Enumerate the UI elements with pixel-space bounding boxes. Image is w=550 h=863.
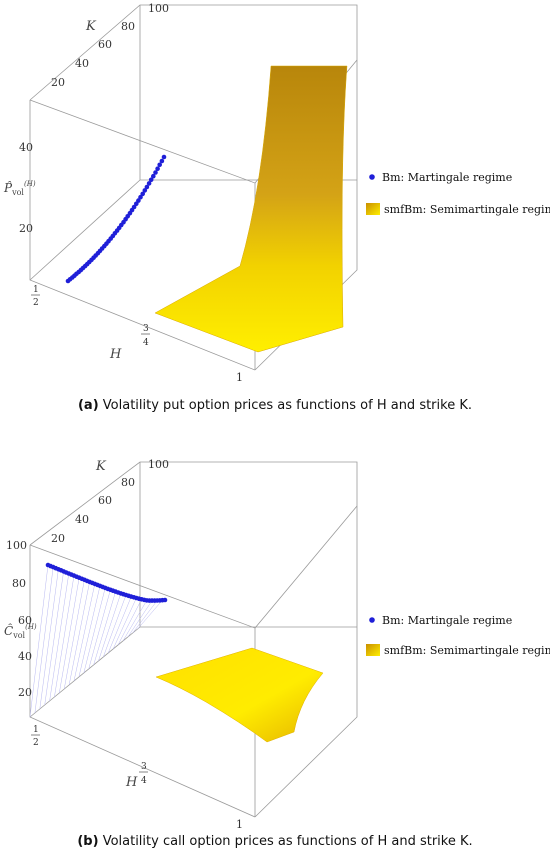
k-tick-100-a: 100 xyxy=(148,2,169,15)
svg-text:1: 1 xyxy=(33,285,39,295)
k-tick-40-b: 40 xyxy=(75,513,89,526)
legend-smfbm-swatch-a xyxy=(366,203,380,215)
z-tick-20-b: 20 xyxy=(18,686,32,699)
bm-hatch-line xyxy=(29,564,49,718)
k-tick-100-b: 100 xyxy=(148,458,169,471)
bm-hatch-line xyxy=(49,573,70,702)
k-axis-label-a: K xyxy=(85,19,97,34)
bm-hatch-line xyxy=(54,575,75,698)
k-tick-40-a: 40 xyxy=(75,57,89,70)
legend-bm-label-a: Bm: Martingale regime xyxy=(382,171,512,184)
svg-text:4: 4 xyxy=(143,338,149,348)
bm-hatch-line xyxy=(132,600,158,634)
caption-a-text: Volatility put option prices as function… xyxy=(102,398,472,413)
bm-hatch-line xyxy=(44,571,64,706)
bm-point xyxy=(140,191,145,197)
svg-text:4: 4 xyxy=(141,776,147,786)
smfbm-surface-a xyxy=(154,65,348,353)
bm-point xyxy=(131,204,137,210)
h-axis-label-b: H xyxy=(125,775,138,790)
svg-text:3: 3 xyxy=(143,324,149,334)
bm-point xyxy=(142,188,148,193)
bm-point xyxy=(138,194,143,200)
bm-point xyxy=(157,162,162,168)
bm-hatch-line xyxy=(103,594,127,658)
z-tick-40-b: 40 xyxy=(18,650,32,663)
bm-hatch-line xyxy=(112,597,137,650)
legend-smfbm-label-b: smfBm: Semimartingale regime xyxy=(384,644,550,657)
k-tick-80-b: 80 xyxy=(121,476,135,489)
h-tick-three-quarters-a: 3 4 xyxy=(141,324,150,348)
svg-text:2: 2 xyxy=(33,738,39,748)
k-tick-20-b: 20 xyxy=(51,532,65,545)
legend-a: Bm: Martingale regime smfBm: Semimarting… xyxy=(366,171,550,216)
z-tick-60-b: 60 xyxy=(18,614,32,627)
h-tick-three-quarters-b: 3 4 xyxy=(139,762,148,786)
legend-b: Bm: Martingale regime smfBm: Semimarting… xyxy=(366,614,550,657)
h-tick-one-b: 1 xyxy=(236,818,243,831)
bm-hatch-line xyxy=(78,585,101,678)
bm-point xyxy=(162,597,168,603)
bm-hatch-line xyxy=(122,600,148,642)
smfbm-surface-b xyxy=(155,647,324,743)
bm-hatch-line xyxy=(137,600,163,630)
bm-curve-b xyxy=(45,562,168,603)
svg-text:1: 1 xyxy=(33,725,39,735)
z-tick-80-b: 80 xyxy=(12,577,26,590)
bm-hatch-line xyxy=(59,577,80,694)
bm-hatch-line xyxy=(63,579,85,690)
bm-point xyxy=(144,184,150,190)
bm-hatch-line xyxy=(127,600,153,638)
bm-point xyxy=(136,198,141,203)
chart-panel-a: 100 80 60 40 20 K 40 20 P̂vol(H) 1 2 3 4… xyxy=(0,2,550,413)
caption-b-tag: (b) xyxy=(77,834,99,849)
h-tick-half-a: 1 2 xyxy=(31,285,40,308)
k-tick-80-a: 80 xyxy=(121,20,135,33)
legend-bm-marker-b xyxy=(369,617,375,623)
legend-smfbm-swatch-b xyxy=(366,644,380,656)
bm-hatch-line xyxy=(39,569,59,710)
z-tick-40-a: 40 xyxy=(19,141,33,154)
caption-a: (a) Volatility put option prices as func… xyxy=(0,398,550,413)
caption-b: (b) Volatility call option prices as fun… xyxy=(0,834,550,849)
bm-point xyxy=(161,154,167,160)
bm-point xyxy=(146,181,152,186)
bm-point xyxy=(159,158,165,164)
chart-panel-b: 100 80 60 40 20 K 100 80 60 40 20 Ĉvol(H… xyxy=(0,432,550,863)
svg-text:2: 2 xyxy=(33,298,39,308)
h-tick-half-b: 1 2 xyxy=(31,725,40,748)
k-tick-60-a: 60 xyxy=(98,38,112,51)
k-axis-label-b: K xyxy=(95,459,107,474)
h-tick-one-a: 1 xyxy=(236,371,243,384)
chart-b-svg: 100 80 60 40 20 K 100 80 60 40 20 Ĉvol(H… xyxy=(4,458,550,831)
bm-hatch-line xyxy=(68,581,90,686)
bm-hatch-line xyxy=(34,567,54,714)
k-tick-60-b: 60 xyxy=(98,494,112,507)
bm-hatch-b xyxy=(29,564,163,718)
bm-hatch-line xyxy=(83,587,106,674)
bm-point xyxy=(151,173,156,179)
z-tick-100-b: 100 xyxy=(6,539,27,552)
caption-a-tag: (a) xyxy=(77,398,99,413)
caption-b-text: Volatility call option prices as functio… xyxy=(102,834,473,849)
chart-a-svg: 100 80 60 40 20 K 40 20 P̂vol(H) 1 2 3 4… xyxy=(3,2,550,384)
bm-hatch-line xyxy=(73,583,96,682)
bm-hatch-line xyxy=(88,589,111,670)
h-axis-label-a: H xyxy=(109,347,122,362)
bm-hatch-line xyxy=(117,599,142,646)
bm-hatch-line xyxy=(107,596,132,654)
bm-point xyxy=(153,170,158,175)
legend-bm-label-b: Bm: Martingale regime xyxy=(382,614,512,627)
k-tick-20-a: 20 xyxy=(51,76,65,89)
bm-curve-a xyxy=(65,154,167,284)
svg-text:3: 3 xyxy=(141,762,147,772)
bm-hatch-line xyxy=(93,591,116,666)
z-tick-20-a: 20 xyxy=(19,222,33,235)
bm-hatch-line xyxy=(98,593,122,662)
z-axis-label-a: P̂vol(H) xyxy=(3,180,36,197)
bm-point xyxy=(155,166,160,171)
legend-bm-marker-a xyxy=(369,174,375,180)
bm-point xyxy=(148,177,154,183)
legend-smfbm-label-a: smfBm: Semimartingale regime xyxy=(384,203,550,216)
